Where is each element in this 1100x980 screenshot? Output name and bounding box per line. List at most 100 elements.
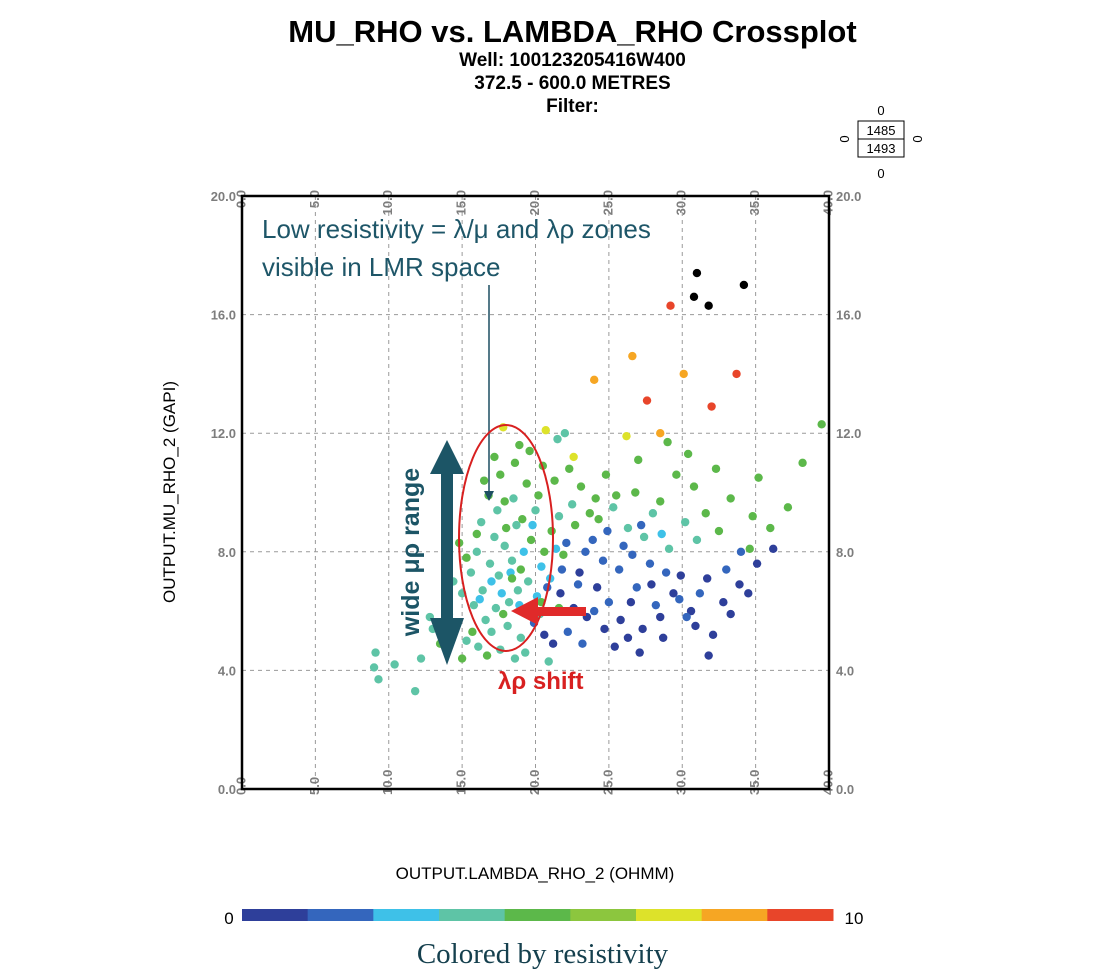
shift-label: λρ shift bbox=[498, 668, 584, 695]
x-tick-label-bottom: 30.0 bbox=[674, 770, 689, 795]
data-point bbox=[481, 615, 490, 625]
data-point bbox=[663, 437, 672, 447]
data-point bbox=[592, 583, 602, 592]
x-tick-label-top: 35.0 bbox=[747, 190, 762, 215]
y-tick-label-right: 20.0 bbox=[836, 189, 861, 204]
data-point bbox=[648, 509, 658, 518]
y-tick-label-left: 16.0 bbox=[211, 308, 236, 323]
data-point bbox=[626, 598, 636, 607]
data-point bbox=[702, 574, 712, 583]
data-point bbox=[554, 512, 564, 521]
data-point bbox=[559, 550, 568, 559]
data-point bbox=[664, 544, 674, 554]
chart-title: MU_RHO vs. LAMBDA_RHO Crossplot bbox=[288, 14, 857, 49]
x-tick-label-bottom: 20.0 bbox=[527, 770, 542, 795]
data-point bbox=[547, 526, 556, 536]
data-point bbox=[487, 627, 496, 637]
data-point bbox=[497, 589, 506, 598]
x-tick-label-top: 15.0 bbox=[454, 190, 469, 215]
data-point bbox=[645, 559, 655, 568]
y-tick-label-right: 8.0 bbox=[836, 545, 854, 560]
data-point bbox=[600, 624, 609, 634]
data-point bbox=[551, 544, 561, 554]
data-point bbox=[462, 553, 471, 562]
data-point bbox=[657, 529, 666, 539]
y-tick-label-right: 12.0 bbox=[836, 426, 861, 441]
x-tick-label-top: 30.0 bbox=[674, 190, 689, 215]
colorbar-segment bbox=[307, 909, 374, 921]
data-point bbox=[500, 497, 509, 506]
data-point bbox=[525, 446, 534, 456]
y-tick-label-left: 4.0 bbox=[218, 663, 236, 678]
annotation-line-2: visible in LMR space bbox=[262, 252, 500, 282]
data-point bbox=[544, 657, 553, 666]
data-point bbox=[632, 583, 641, 592]
data-point bbox=[416, 654, 426, 663]
data-point bbox=[642, 396, 652, 405]
sample-legend-box: 0 1485 1493 0 0 0 bbox=[837, 103, 925, 181]
data-point bbox=[560, 429, 570, 438]
y-tick-label-left: 0.0 bbox=[218, 782, 236, 797]
x-tick-label-bottom: 10.0 bbox=[380, 770, 395, 795]
data-point bbox=[766, 523, 775, 533]
data-point bbox=[410, 686, 420, 696]
colorbar-caption: Colored by resistivity bbox=[416, 938, 669, 970]
plot-frame bbox=[240, 194, 831, 791]
data-point bbox=[523, 577, 533, 586]
data-point bbox=[550, 476, 559, 485]
colorbar-segment bbox=[504, 909, 571, 921]
data-point bbox=[735, 580, 744, 589]
data-point bbox=[598, 556, 608, 565]
data-point bbox=[679, 369, 688, 379]
data-point bbox=[672, 470, 681, 479]
data-point bbox=[510, 654, 520, 663]
data-point bbox=[656, 429, 665, 438]
data-point bbox=[722, 565, 731, 574]
data-point bbox=[521, 648, 530, 657]
data-point bbox=[623, 633, 633, 642]
data-point bbox=[562, 538, 571, 548]
colorbar-segment bbox=[242, 909, 309, 921]
data-point bbox=[636, 520, 646, 530]
data-point bbox=[658, 633, 668, 642]
data-point bbox=[493, 506, 502, 515]
data-point bbox=[556, 589, 565, 598]
data-point bbox=[692, 535, 702, 545]
data-point bbox=[499, 609, 508, 619]
data-point bbox=[732, 369, 741, 379]
x-tick-label-bottom: 5.0 bbox=[307, 777, 322, 795]
legend-upper-value: 1485 bbox=[867, 123, 896, 138]
colorbar-segment bbox=[570, 909, 637, 921]
x-tick-label-top: 10.0 bbox=[380, 190, 395, 215]
data-point bbox=[628, 550, 637, 559]
y-tick-label-right: 16.0 bbox=[836, 308, 861, 323]
data-point bbox=[708, 630, 718, 640]
data-point bbox=[518, 514, 527, 524]
data-point bbox=[736, 547, 746, 556]
y-tick-label-left: 20.0 bbox=[211, 189, 236, 204]
data-point bbox=[622, 431, 631, 441]
data-point bbox=[719, 598, 728, 607]
data-point bbox=[745, 544, 754, 554]
data-point bbox=[494, 571, 504, 580]
data-point bbox=[691, 621, 700, 631]
data-point bbox=[513, 586, 523, 595]
well-subtitle: Well: 100123205416W400 bbox=[459, 50, 686, 71]
data-point bbox=[754, 473, 763, 482]
x-tick-label-top: 5.0 bbox=[307, 190, 322, 208]
annotation-line-1: Low resistivity = λ/μ and λρ zones bbox=[262, 214, 651, 244]
colorbar-max-label: 10 bbox=[845, 909, 864, 928]
data-point bbox=[628, 351, 637, 361]
data-point bbox=[638, 624, 647, 634]
legend-left-value: 0 bbox=[837, 135, 852, 142]
data-point bbox=[666, 301, 675, 310]
data-point bbox=[390, 660, 399, 669]
data-point bbox=[631, 488, 640, 497]
data-point bbox=[534, 491, 543, 500]
legend-lower-value: 1493 bbox=[867, 141, 896, 156]
y-tick-label-right: 4.0 bbox=[836, 663, 854, 678]
data-point bbox=[570, 520, 580, 530]
y-axis-label: OUTPUT.MU_RHO_2 (GAPI) bbox=[160, 381, 179, 603]
low-resistivity-ellipse bbox=[458, 424, 554, 652]
